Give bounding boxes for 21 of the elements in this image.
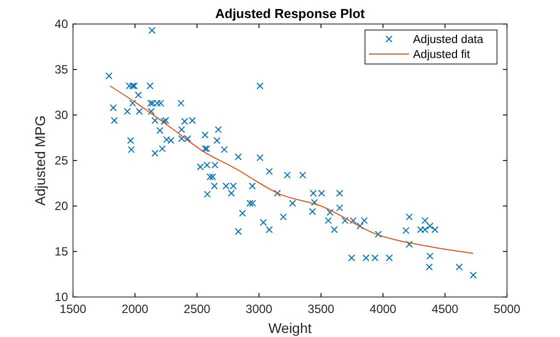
chart-title: Adjusted Response Plot xyxy=(215,6,366,21)
line-series xyxy=(109,85,474,254)
x-axis-title: Weight xyxy=(268,320,312,336)
y-tick-label: 35 xyxy=(54,62,68,76)
x-tick-label: 3500 xyxy=(308,302,335,316)
x-tick-label: 1500 xyxy=(60,302,87,316)
y-tick-label: 30 xyxy=(54,108,68,122)
x-tick-label: 2000 xyxy=(122,302,149,316)
legend-label: Adjusted fit xyxy=(413,49,471,61)
legend-label: Adjusted data xyxy=(413,34,484,46)
y-tick-label: 20 xyxy=(54,199,68,213)
x-tick-label: 4500 xyxy=(432,302,459,316)
x-tick-label: 5000 xyxy=(494,302,521,316)
y-tick-label: 25 xyxy=(54,154,68,168)
y-tick-label: 15 xyxy=(54,244,68,258)
x-tick-label: 3000 xyxy=(246,302,273,316)
x-tick-label: 2500 xyxy=(184,302,211,316)
y-tick-label: 10 xyxy=(54,290,68,304)
x-tick-label: 4000 xyxy=(370,302,397,316)
y-axis-title: Adjusted MPG xyxy=(32,115,48,206)
y-tick-label: 40 xyxy=(54,17,68,31)
